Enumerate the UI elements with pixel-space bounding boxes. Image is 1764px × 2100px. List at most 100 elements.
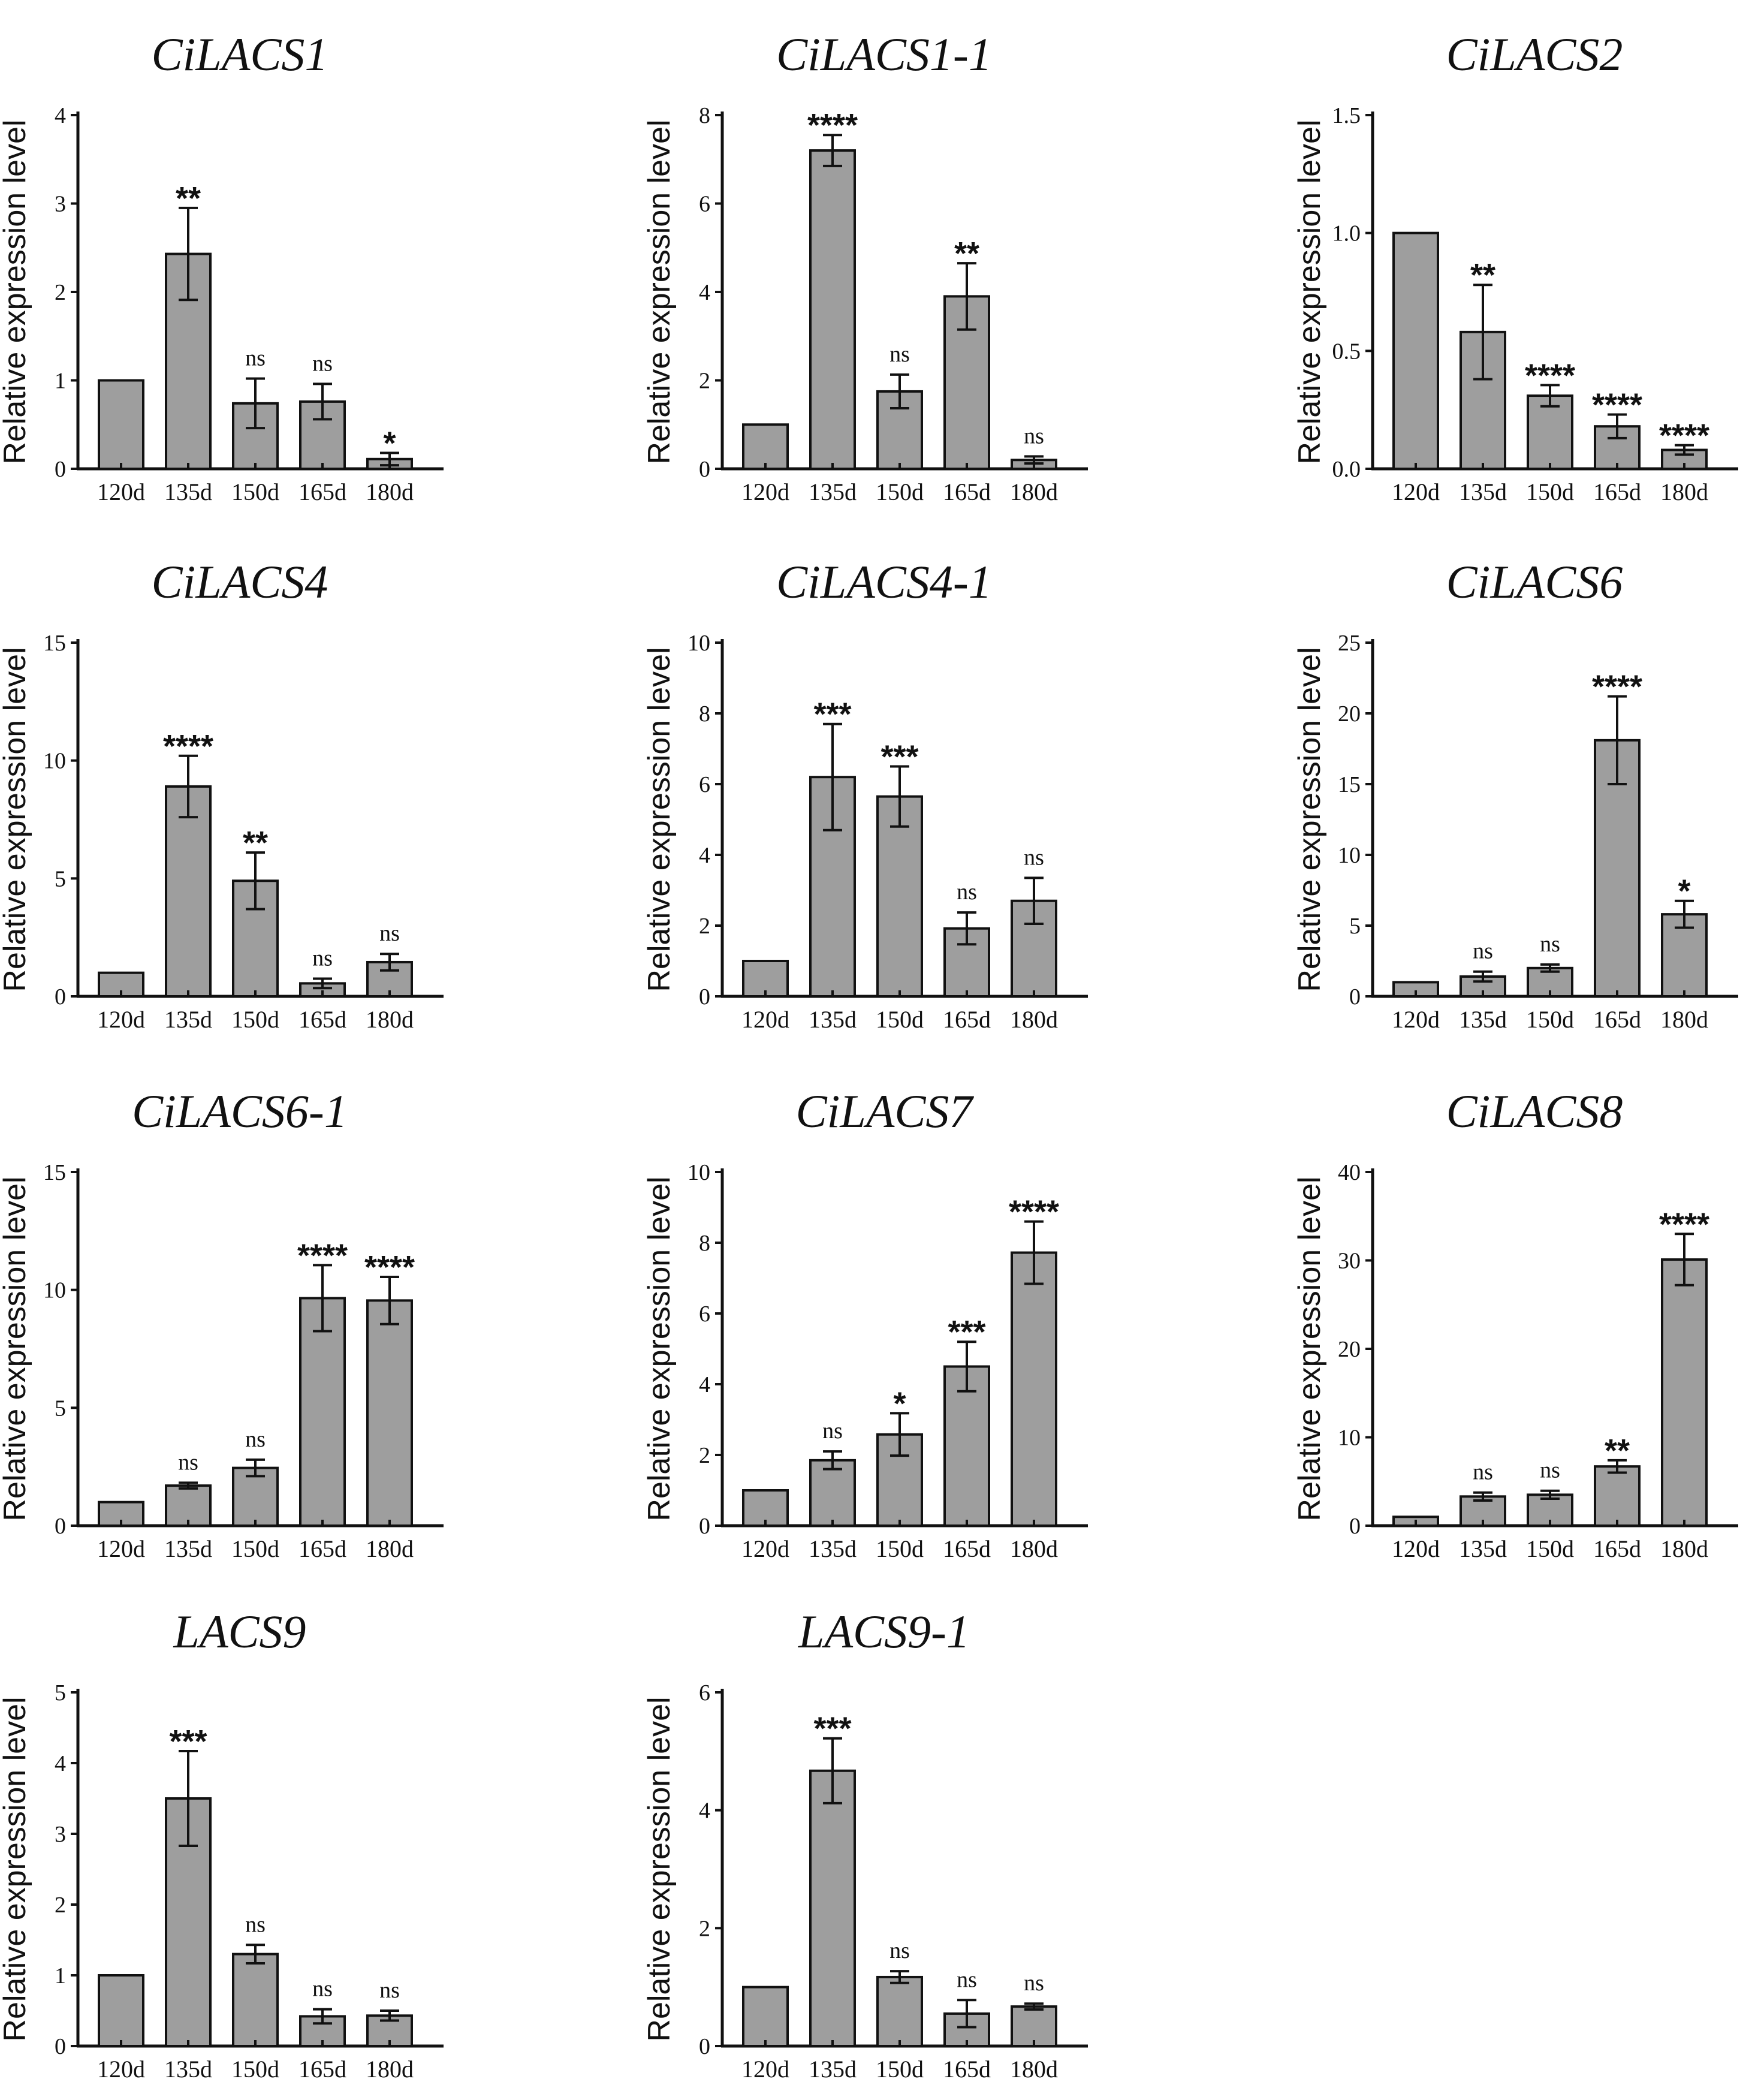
panel-cilacs8: CiLACS8 Relative expression level 0 10 20 30 4…: [1292, 1085, 1738, 1562]
significance-label: ****: [1659, 1206, 1709, 1242]
significance-label: ****: [1592, 387, 1642, 423]
significance-label: ns: [822, 1418, 843, 1444]
x-tick-label: 150d: [876, 478, 924, 505]
y-tick-label: 5: [1349, 914, 1361, 939]
bar-150d: [232, 1953, 279, 2048]
significance-label: ns: [312, 351, 333, 376]
error-bar: [823, 1737, 842, 1804]
bar-165d: [943, 1365, 990, 1527]
x-tick-label: 135d: [164, 1006, 212, 1033]
y-tick-label: 10: [687, 1160, 710, 1185]
panel-cilacs6-1: CiLACS6-1 Relative expression level 0 5 10 15…: [0, 1085, 444, 1562]
y-tick-label: 0: [699, 1514, 710, 1539]
x-tick-label: 135d: [1459, 478, 1507, 505]
x-tick-label: 120d: [741, 1535, 789, 1562]
y-tick-label: 30: [1338, 1249, 1361, 1274]
y-tick-label: 2: [55, 1893, 66, 1918]
panel-title: CiLACS7: [796, 1085, 975, 1137]
y-tick-label: 5: [55, 866, 66, 891]
y-tick-label: 10: [1338, 1426, 1361, 1451]
y-tick-label: 4: [699, 1798, 710, 1824]
panel-title: CiLACS8: [1446, 1085, 1623, 1137]
bar-120d: [98, 1974, 144, 2047]
x-tick-label: 135d: [164, 1535, 212, 1562]
y-axis-label: Relative expression level: [642, 1176, 677, 1521]
bar-150d: [876, 795, 923, 998]
x-tick-label: 150d: [876, 1535, 924, 1562]
significance-label: *: [1678, 873, 1690, 909]
significance-label: ***: [813, 697, 851, 733]
error-bar: [380, 2009, 399, 2022]
y-tick-label: 1: [55, 369, 66, 394]
error-bar: [957, 1999, 976, 2029]
bar-180d: [1011, 1251, 1057, 1527]
y-tick-label: 1.5: [1332, 103, 1361, 128]
significance-label: ns: [1473, 1460, 1493, 1485]
significance-label: ns: [957, 1967, 977, 1992]
significance-label: ns: [178, 1450, 198, 1475]
error-bar: [957, 262, 976, 331]
panel-title: CiLACS4-1: [776, 556, 992, 608]
y-tick-label: 10: [687, 631, 710, 656]
x-tick-label: 135d: [1459, 1006, 1507, 1033]
panel-cilacs1-1: CiLACS1-1 Relative expression level 0 2 4 6 8 1…: [642, 28, 1088, 505]
x-tick-label: 180d: [1660, 1535, 1708, 1562]
panel-cilacs6: CiLACS6 Relative expression level 0 5 10 15 20…: [1292, 556, 1738, 1033]
error-bar: [957, 1340, 976, 1393]
y-tick-label: 0.0: [1332, 457, 1361, 482]
error-bar: [1675, 444, 1694, 456]
x-tick-label: 150d: [876, 1006, 924, 1033]
significance-label: ****: [364, 1249, 415, 1285]
error-bar: [380, 953, 399, 972]
y-tick-label: 6: [699, 772, 710, 797]
x-tick-label: 135d: [809, 478, 857, 505]
y-axis-label: Relative expression level: [642, 647, 677, 992]
y-tick-label: 25: [1338, 631, 1361, 656]
significance-label: **: [954, 236, 979, 272]
x-tick-label: 165d: [943, 2056, 991, 2083]
bar-120d: [1392, 231, 1439, 470]
error-bar: [1473, 284, 1492, 381]
y-tick-label: 15: [43, 631, 66, 656]
significance-label: ns: [1473, 939, 1493, 964]
panel-cilacs7: CiLACS7 Relative expression level 0 2 4 6 8 10 1…: [642, 1085, 1088, 1562]
x-tick-label: 180d: [1010, 478, 1058, 505]
y-tick-label: 4: [55, 1751, 66, 1776]
bar-120d: [98, 379, 144, 470]
y-tick-label: 1.0: [1332, 221, 1361, 246]
panel-title: LACS9: [173, 1605, 306, 1658]
x-tick-label: 135d: [164, 2056, 212, 2083]
significance-label: ns: [1024, 423, 1044, 448]
significance-label: ****: [163, 728, 213, 764]
panel-title: CiLACS1-1: [776, 28, 992, 80]
significance-label: ns: [1024, 845, 1044, 870]
error-bar: [890, 765, 909, 828]
x-tick-label: 180d: [1660, 478, 1708, 505]
y-tick-label: 10: [1338, 843, 1361, 868]
error-bar: [823, 134, 842, 167]
y-tick-label: 20: [1338, 701, 1361, 727]
error-bar: [1608, 695, 1627, 785]
significance-label: ns: [1540, 932, 1560, 957]
panel-cilacs1: CiLACS1 Relative expression level 0 1 2 3 4 120…: [0, 28, 444, 505]
y-tick-label: 8: [699, 103, 710, 128]
y-axis-label: Relative expression level: [0, 119, 32, 464]
y-tick-label: 0: [699, 457, 710, 482]
x-tick-label: 135d: [809, 2056, 857, 2083]
significance-label: ns: [889, 342, 910, 367]
bar-135d: [809, 1769, 856, 2048]
x-tick-label: 120d: [97, 1006, 145, 1033]
panel-title: CiLACS6: [1446, 556, 1623, 608]
y-axis-label: Relative expression level: [1292, 119, 1327, 464]
x-tick-label: 150d: [231, 1006, 279, 1033]
y-axis-label: Relative expression level: [1292, 1176, 1327, 1521]
x-tick-label: 150d: [231, 2056, 279, 2083]
y-tick-label: 6: [699, 192, 710, 217]
error-bar: [1024, 2002, 1044, 2011]
x-tick-label: 180d: [1010, 2056, 1058, 2083]
significance-label: ns: [889, 1938, 910, 1963]
error-bar: [1675, 899, 1694, 929]
y-tick-label: 4: [699, 843, 710, 868]
y-tick-label: 0: [699, 984, 710, 1010]
